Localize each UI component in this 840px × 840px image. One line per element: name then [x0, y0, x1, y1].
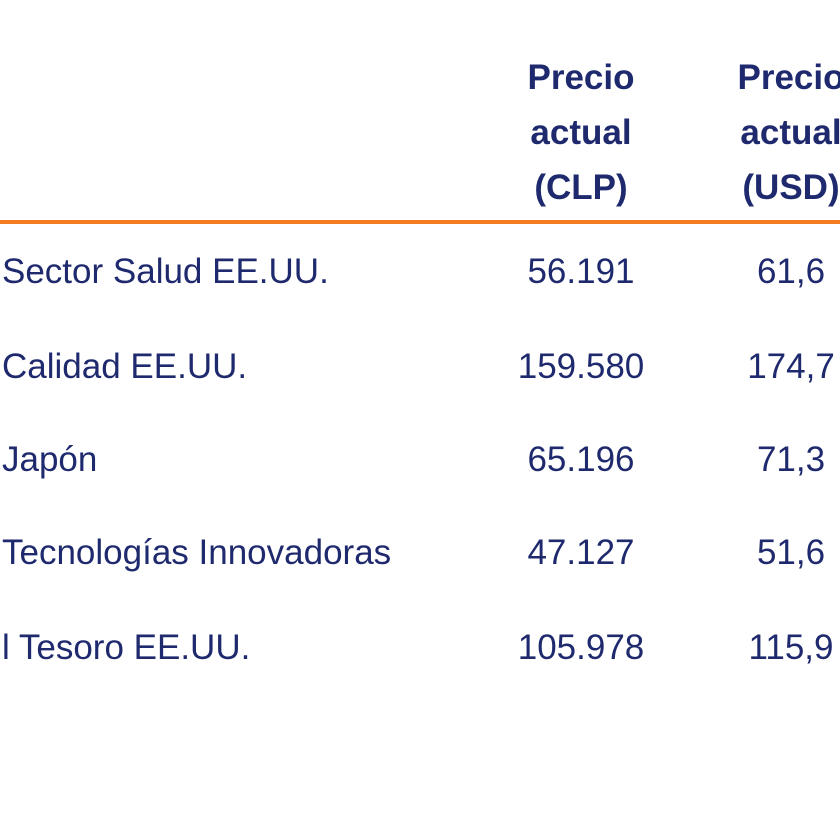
column-header: (USD)	[742, 168, 840, 207]
price-clp: 159.580	[517, 347, 645, 386]
price-usd: 115,9	[748, 628, 834, 667]
price-clp: 105.978	[517, 628, 645, 667]
price-clp: 65.196	[527, 440, 635, 479]
column-header: actual	[530, 113, 632, 152]
price-usd: 61,6	[756, 252, 826, 291]
column-header: actual	[740, 113, 840, 152]
row-label: Japón	[2, 440, 98, 479]
price-clp: 56.191	[527, 252, 635, 291]
row-label: Calidad EE.UU.	[2, 347, 248, 386]
price-usd: 51,6	[756, 533, 826, 572]
row-label: Tecnologías Innovadoras	[2, 533, 392, 572]
column-header: Precio	[737, 58, 840, 97]
price-usd: 71,3	[756, 440, 826, 479]
price-usd: 174,7	[747, 347, 835, 386]
row-label: Sector Salud EE.UU.	[2, 252, 329, 291]
row-label: l Tesoro EE.UU.	[2, 628, 251, 667]
price-clp: 47.127	[527, 533, 635, 572]
column-header: (CLP)	[534, 168, 628, 207]
column-header: Precio	[527, 58, 635, 97]
header-rule	[0, 220, 840, 224]
